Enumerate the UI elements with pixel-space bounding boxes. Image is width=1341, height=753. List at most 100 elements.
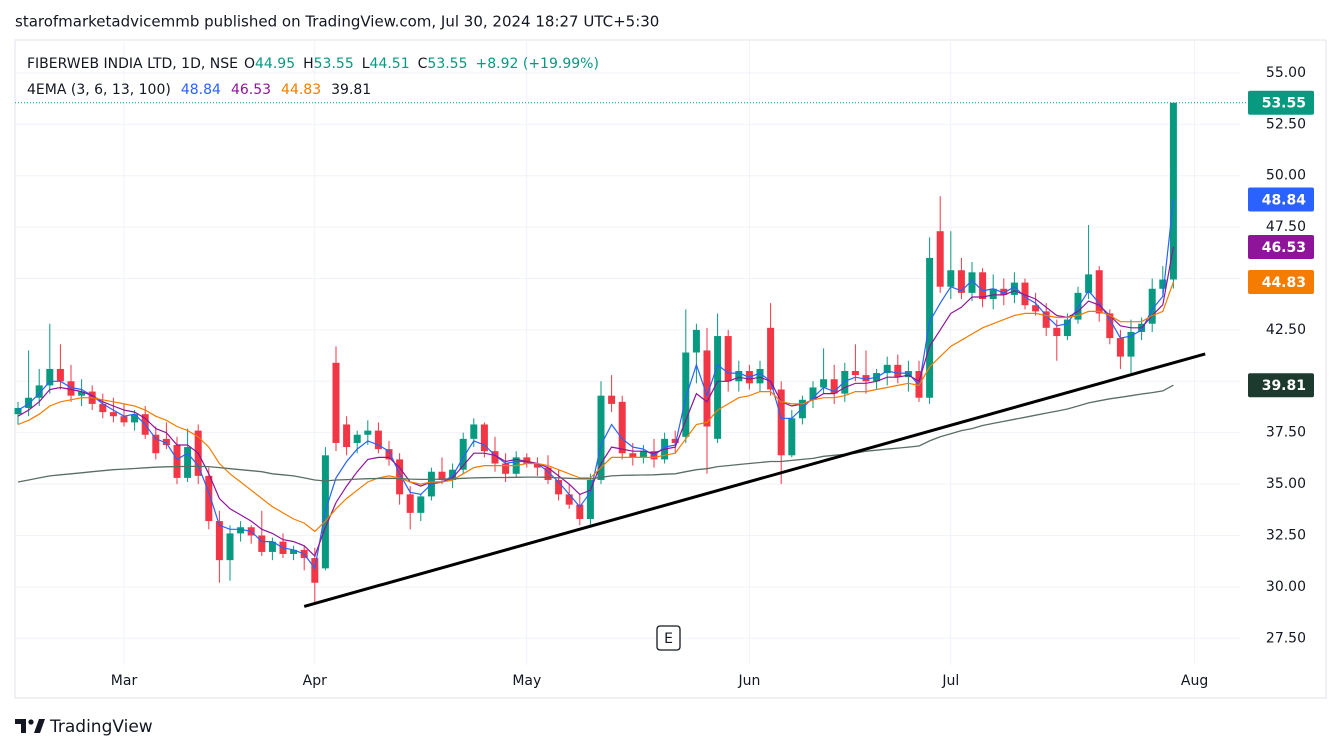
- ema-value: 46.53: [231, 82, 271, 98]
- x-tick-label: Apr: [303, 673, 327, 689]
- candle-body: [777, 389, 785, 456]
- candle-body: [904, 371, 912, 378]
- y-tick-label: 42.50: [1266, 322, 1306, 338]
- candle-body: [173, 445, 181, 478]
- candle-body: [608, 395, 616, 404]
- candle-body: [703, 350, 711, 427]
- earnings-text[interactable]: E: [664, 631, 673, 647]
- candle-body: [1053, 327, 1061, 337]
- axis: 27.5030.0032.5035.0037.5040.0042.5045.00…: [111, 65, 1314, 689]
- legend-ema: 4EMA (3, 6, 13, 100) 48.84 46.53 44.83 39.81: [27, 82, 371, 98]
- ema-line: [17, 246, 1174, 558]
- earnings-marker[interactable]: [656, 625, 681, 651]
- low-value: 44.51: [370, 56, 410, 72]
- candle-body: [215, 521, 223, 561]
- y-tick-label: 32.50: [1266, 527, 1306, 543]
- candle-body: [629, 453, 637, 458]
- candle-body: [756, 368, 764, 384]
- candle-body: [788, 418, 796, 456]
- candle-body: [586, 479, 594, 520]
- ema-line: [17, 199, 1174, 570]
- symbol: FIBERWEB INDIA LTD, 1D, NSE: [27, 56, 238, 72]
- candle-body: [1063, 319, 1071, 337]
- change: +8.92 (+19.99%): [476, 56, 599, 72]
- candle-body: [979, 272, 987, 300]
- candle-body: [947, 270, 955, 287]
- x-tick-label: Aug: [1181, 673, 1208, 689]
- candle-body: [1021, 282, 1029, 306]
- candle-body: [67, 381, 75, 396]
- candle-body: [406, 494, 414, 513]
- candle-body: [1159, 279, 1167, 289]
- candle-body: [894, 364, 902, 378]
- y-tick-label: 27.50: [1266, 630, 1306, 646]
- candle-body: [798, 399, 806, 419]
- price-box-label: 39.81: [1262, 378, 1306, 394]
- candle-body: [459, 438, 467, 470]
- y-tick-label: 52.50: [1266, 116, 1306, 132]
- x-tick-label: May: [512, 673, 541, 689]
- x-tick-label: Jun: [737, 673, 760, 689]
- candle-body: [226, 533, 234, 561]
- candle-body: [735, 371, 743, 382]
- y-tick-label: 50.00: [1266, 168, 1306, 184]
- candle-body: [1169, 102, 1177, 280]
- candle-body: [470, 424, 478, 439]
- candle-body: [131, 414, 139, 423]
- published-line: starofmarketadvicemmb published on Tradi…: [15, 13, 659, 31]
- candle-body: [555, 479, 563, 495]
- candle-body: [597, 395, 605, 480]
- candle-body: [120, 416, 128, 423]
- candle-body: [618, 401, 626, 454]
- candle-body: [968, 272, 976, 293]
- candle-body: [809, 387, 817, 400]
- grid: [15, 40, 1240, 665]
- candle-body: [671, 438, 679, 443]
- ema-value: 44.83: [281, 82, 321, 98]
- candle-body: [862, 375, 870, 382]
- y-tick-label: 37.50: [1266, 425, 1306, 441]
- candle-body: [396, 459, 404, 495]
- candle-body: [714, 336, 722, 439]
- candle-body: [438, 471, 446, 480]
- candle-body: [343, 424, 351, 448]
- candle-body: [109, 412, 117, 417]
- x-tick-label: Mar: [111, 673, 138, 689]
- candle-body: [1127, 331, 1135, 357]
- brand: TradingView: [49, 717, 153, 737]
- price-box: [1248, 187, 1314, 212]
- candle-body: [46, 368, 54, 386]
- candle-body: [1095, 270, 1103, 314]
- ema-value: 39.81: [331, 82, 371, 98]
- candle-body: [480, 424, 488, 452]
- open-value: 44.95: [255, 56, 295, 72]
- price-box-label: 46.53: [1262, 240, 1306, 256]
- candle-body: [374, 430, 382, 450]
- candle-body: [936, 231, 944, 287]
- price-box: [1248, 269, 1314, 294]
- candle-body: [290, 549, 298, 554]
- candle-body: [25, 397, 33, 409]
- ema-line: [17, 384, 1174, 483]
- candle-body: [268, 541, 276, 552]
- candle-body: [353, 434, 361, 443]
- close-value: 53.55: [427, 56, 467, 72]
- y-tick-label: 30.00: [1266, 579, 1306, 595]
- logo-part: [15, 719, 26, 733]
- logo-part: [28, 719, 34, 725]
- candle-body: [364, 430, 372, 435]
- candle-body: [926, 257, 934, 398]
- close-label: C: [418, 56, 428, 72]
- candle-body: [639, 451, 647, 458]
- y-tick-label: 47.50: [1266, 219, 1306, 235]
- candle-body: [184, 447, 192, 478]
- candle-body: [989, 288, 997, 300]
- candle-body: [237, 527, 245, 534]
- candle-body: [523, 457, 531, 464]
- candle-body: [99, 403, 107, 413]
- candle-body: [576, 504, 584, 520]
- trendline: [303, 352, 1206, 608]
- price-box: [1248, 90, 1314, 115]
- candle-body: [385, 449, 393, 460]
- candle-body: [767, 327, 775, 390]
